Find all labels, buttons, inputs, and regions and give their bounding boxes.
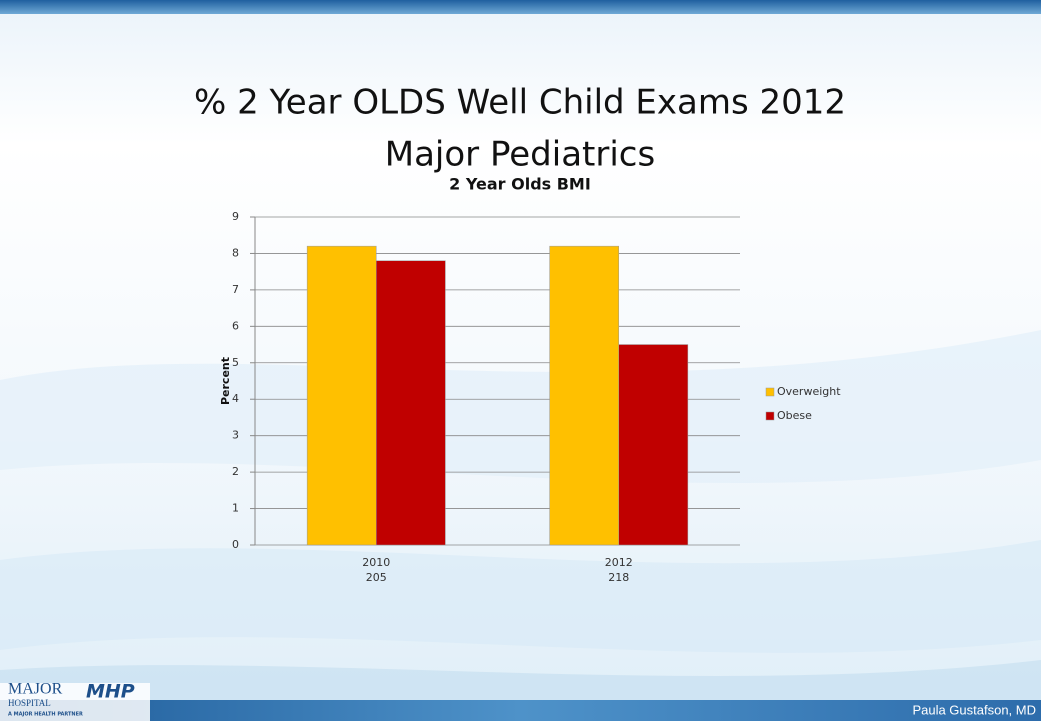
- y-tick-label: 2: [232, 465, 239, 478]
- legend-label: Obese: [777, 409, 812, 422]
- slide-title: % 2 Year OLDS Well Child Exams 2012: [194, 83, 846, 123]
- logo-mark: MHP: [86, 681, 135, 703]
- bar: [306, 245, 377, 546]
- wave: [0, 330, 1041, 483]
- y-axis-label: Percent: [219, 357, 232, 405]
- logo-tagline: A MAJOR HEALTH PARTNER: [8, 712, 83, 718]
- bar: [376, 260, 446, 546]
- y-tick-label: 1: [232, 502, 239, 515]
- legend-swatch: [765, 411, 775, 421]
- x-tick-label: 2012 218: [605, 556, 633, 584]
- y-tick-label: 5: [232, 356, 239, 369]
- y-tick-label: 7: [232, 283, 239, 296]
- legend-label: Overweight: [777, 385, 841, 398]
- x-tick-label: 2010 205: [362, 556, 390, 584]
- footer-author: Paula Gustafson, MD: [912, 702, 1036, 717]
- logo-text: MAJOR: [8, 681, 63, 698]
- top-band: [0, 0, 1041, 14]
- chart-title: 2 Year Olds BMI: [449, 175, 591, 194]
- legend-swatch: [765, 387, 775, 397]
- slide-subtitle: Major Pediatrics: [385, 135, 655, 175]
- y-tick-label: 0: [232, 538, 239, 551]
- logo-panel: [0, 683, 150, 721]
- y-tick-label: 3: [232, 429, 239, 442]
- y-tick-label: 4: [232, 392, 239, 405]
- logo-text: HOSPITAL: [8, 698, 51, 708]
- y-tick-label: 8: [232, 246, 239, 259]
- y-tick-label: 6: [232, 319, 239, 332]
- wave: [0, 660, 1041, 700]
- bar: [618, 344, 689, 546]
- footer-band: [0, 700, 1041, 721]
- y-tick-label: 9: [232, 210, 239, 223]
- wave: [0, 540, 1041, 653]
- bar: [549, 245, 620, 546]
